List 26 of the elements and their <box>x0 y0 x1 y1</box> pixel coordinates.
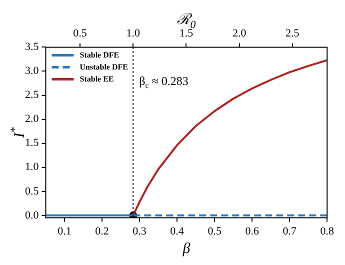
legend-label: Unstable DFE <box>80 62 128 72</box>
y-tick-label: 0.0 <box>25 209 40 222</box>
x-tick-label: 0.6 <box>245 225 260 238</box>
y-tick-label: 3.5 <box>25 41 40 54</box>
x-tick-label: 0.2 <box>95 225 109 238</box>
x2-tick-label: 1.5 <box>179 27 194 40</box>
x2-tick-label: 1.0 <box>126 27 141 40</box>
y-tick-label: 0.5 <box>25 185 40 198</box>
y-tick-label: 1.5 <box>25 137 40 150</box>
x2-tick-label: 0.5 <box>73 27 88 40</box>
y-tick-label: 3.0 <box>25 65 40 78</box>
y-tick-label: 2.0 <box>25 113 40 126</box>
x-tick-label: 0.5 <box>208 225 222 238</box>
x-tick-label: 0.3 <box>132 225 147 238</box>
y-tick-label: 2.5 <box>25 89 40 102</box>
y-tick-label: 1.0 <box>25 161 40 174</box>
x-tick-label: 0.4 <box>170 225 184 238</box>
x-axis-title: β <box>182 241 191 257</box>
y-axis-title: I* <box>9 126 28 139</box>
x-tick-label: 0.1 <box>58 225 72 238</box>
legend-label: Stable DFE <box>80 50 120 60</box>
x-tick-label: 0.8 <box>320 225 334 238</box>
x2-tick-label: 2.0 <box>232 27 247 40</box>
x2-tick-label: 2.5 <box>286 27 300 40</box>
x-tick-label: 0.7 <box>282 225 297 238</box>
legend-label: Stable EE <box>80 74 114 84</box>
